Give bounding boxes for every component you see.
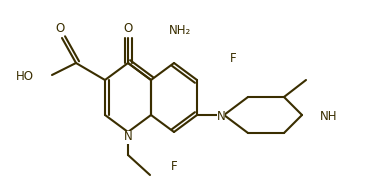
Text: NH₂: NH₂ bbox=[169, 23, 191, 36]
Text: O: O bbox=[123, 22, 132, 35]
Text: HO: HO bbox=[16, 70, 34, 84]
Text: F: F bbox=[171, 161, 177, 174]
Text: F: F bbox=[230, 51, 237, 65]
Text: O: O bbox=[55, 22, 65, 35]
Text: N: N bbox=[217, 111, 225, 123]
Text: NH: NH bbox=[320, 111, 338, 123]
Text: N: N bbox=[124, 131, 132, 143]
